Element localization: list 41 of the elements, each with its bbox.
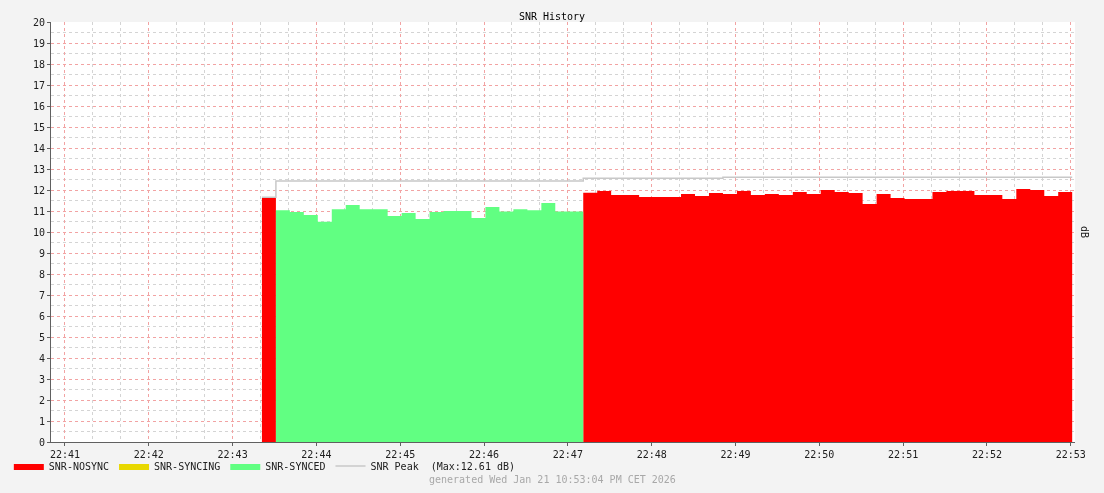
- x-tick-label: 22:50: [804, 449, 835, 460]
- y-tick-label: 13: [32, 163, 45, 175]
- y-tick-label: 9: [38, 247, 45, 259]
- y-tick-label: 12: [32, 184, 45, 196]
- x-tick-label: 22:46: [469, 449, 500, 460]
- x-tick-label: 22:49: [720, 449, 751, 460]
- x-tick-label: 22:42: [133, 449, 164, 460]
- legend-label: SNR-NOSYNC: [48, 460, 110, 472]
- y-tick-label: 3: [38, 373, 45, 385]
- y-tick-label: 1: [38, 415, 45, 427]
- legend-label: SNR Peak (Max:12.61 dB): [370, 460, 515, 472]
- x-tick-label: 22:41: [49, 449, 80, 460]
- y-tick-label: 16: [32, 100, 45, 112]
- y-tick-label: 10: [32, 226, 45, 238]
- x-tick-label: 22:47: [552, 449, 583, 460]
- legend-label: SNR-SYNCING: [154, 460, 221, 472]
- x-tick-label: 22:51: [888, 449, 919, 460]
- y-tick-label: 0: [38, 436, 45, 448]
- x-tick-label: 22:45: [385, 449, 416, 460]
- text: generated Wed Jan 21 10:53:04 PM CET 2026: [429, 474, 676, 485]
- y-tick-label: 4: [38, 352, 45, 364]
- y-tick-label: 5: [38, 331, 45, 343]
- y-tick-label: 11: [32, 205, 45, 217]
- y-tick-label: 15: [32, 121, 45, 133]
- x-tick-label: 22:48: [636, 449, 667, 460]
- y-tick-label: 19: [32, 37, 45, 49]
- y-tick-label: 6: [38, 310, 45, 322]
- x-tick-label: 22:52: [971, 449, 1003, 460]
- y-tick-label: 8: [38, 268, 45, 280]
- y-tick-label: 17: [32, 79, 45, 91]
- y-tick-label: 14: [32, 142, 45, 154]
- y-tick-label: 2: [38, 394, 45, 406]
- y-tick-label: 18: [32, 58, 45, 70]
- chart-title: SNR History: [518, 10, 586, 22]
- x-tick-label: 22:44: [301, 449, 332, 460]
- y-axis-title: dB: [1079, 226, 1090, 239]
- y-tick-label: 20: [32, 16, 45, 28]
- x-tick-label: 22:53: [1055, 449, 1086, 460]
- legend-label: SNR-SYNCED: [265, 460, 326, 472]
- y-tick-label: 7: [38, 289, 45, 301]
- x-tick-label: 22:43: [217, 449, 248, 460]
